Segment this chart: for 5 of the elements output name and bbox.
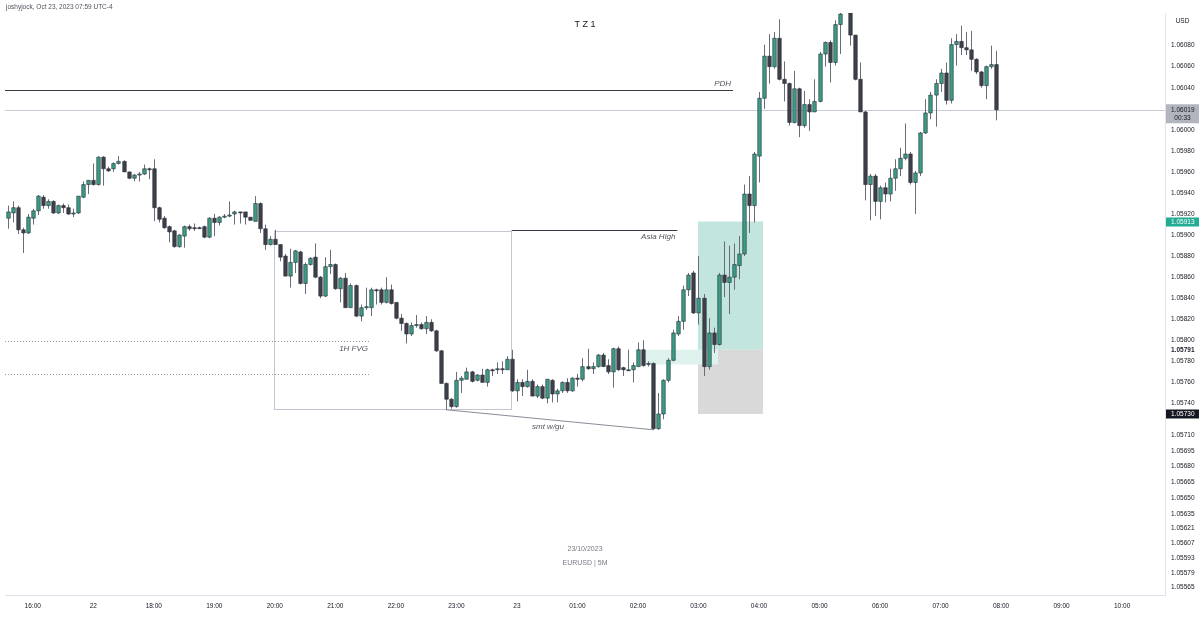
ref-line-label: Asia High: [640, 232, 676, 242]
ref-line-label: 1H FVG: [339, 343, 369, 353]
text: T Z 1: [574, 19, 596, 30]
ref-line-label: PDH: [714, 79, 732, 89]
annotation: smt w/gu: [531, 422, 565, 432]
